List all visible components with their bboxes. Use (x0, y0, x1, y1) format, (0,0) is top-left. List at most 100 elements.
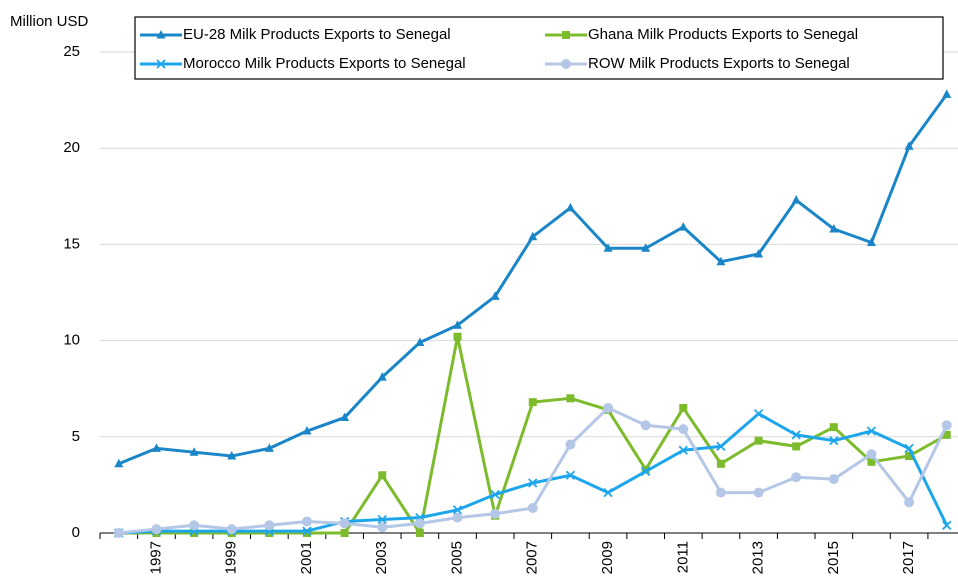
marker (301, 516, 312, 527)
marker (829, 224, 839, 233)
marker (340, 412, 350, 422)
marker (904, 497, 915, 508)
marker (942, 89, 952, 98)
marker (226, 524, 237, 535)
marker (562, 31, 570, 39)
marker (490, 508, 501, 519)
marker (679, 403, 688, 412)
marker (264, 443, 274, 452)
marker (904, 443, 914, 453)
series-line (118, 406, 949, 535)
marker (792, 442, 801, 451)
marker (828, 474, 839, 485)
marker (904, 141, 914, 150)
y-tick-label: 5 (72, 428, 80, 445)
x-tick-label: 2003 (373, 541, 390, 574)
marker (302, 526, 312, 536)
marker (566, 394, 575, 403)
marker (754, 249, 764, 258)
marker (641, 243, 651, 252)
legend-label: Ghana Milk Products Exports to Senegal (588, 26, 858, 43)
marker (754, 436, 763, 445)
marker (114, 458, 124, 468)
marker (603, 402, 614, 413)
marker (156, 59, 166, 69)
y-tick-label: 15 (63, 235, 80, 252)
marker (753, 409, 764, 419)
marker (302, 426, 312, 435)
marker (452, 505, 463, 515)
marker (905, 452, 914, 461)
marker (528, 478, 538, 488)
marker (264, 520, 275, 531)
marker (189, 447, 199, 456)
marker (302, 529, 311, 537)
marker (151, 524, 162, 535)
marker (151, 443, 161, 452)
marker (527, 502, 538, 513)
marker (678, 445, 688, 455)
marker (453, 320, 462, 329)
x-tick-label: 2001 (298, 541, 315, 574)
y-tick-label: 25 (63, 43, 80, 60)
marker (641, 465, 650, 474)
series-line (118, 93, 948, 466)
x-tick-label: 2017 (900, 541, 917, 574)
x-tick-label: 2007 (524, 541, 541, 574)
marker (866, 426, 877, 436)
marker (415, 529, 424, 537)
marker (866, 237, 876, 246)
marker (716, 441, 726, 452)
marker (452, 512, 463, 523)
x-tick-label: 2011 (674, 541, 691, 573)
x-tick-label: 1997 (147, 541, 164, 574)
marker (377, 372, 387, 381)
marker (866, 449, 877, 460)
legend: EU-28 Milk Products Exports to Senegal Gh… (134, 16, 944, 80)
marker (113, 528, 124, 538)
marker (561, 59, 571, 69)
marker (603, 243, 613, 252)
marker (791, 430, 801, 440)
y-tick-label: 20 (63, 139, 80, 156)
x-tick-label: 2015 (825, 541, 842, 574)
marker (942, 430, 951, 439)
marker (414, 518, 425, 529)
marker (377, 514, 387, 525)
y-tick-label: 0 (72, 524, 80, 541)
marker (189, 520, 200, 531)
x-tick-label: 2005 (448, 541, 465, 574)
x-tick-label: 2013 (750, 541, 767, 574)
marker (716, 459, 725, 468)
marker (453, 332, 462, 341)
marker (829, 423, 838, 432)
legend-label: ROW Milk Products Exports to Senegal (588, 55, 850, 72)
marker (265, 529, 274, 537)
marker (190, 529, 199, 537)
marker (565, 202, 575, 212)
marker (942, 520, 952, 530)
marker (227, 451, 237, 460)
x-tick-label: 2009 (599, 541, 616, 574)
marker (490, 489, 500, 500)
legend-label: EU-28 Milk Products Exports to Senegal (183, 26, 451, 43)
marker (378, 471, 387, 480)
marker (715, 487, 726, 498)
marker (415, 337, 425, 347)
marker (678, 424, 689, 435)
marker (716, 256, 726, 266)
marker (565, 470, 576, 480)
marker (377, 522, 388, 533)
marker (867, 457, 876, 466)
marker (603, 487, 613, 498)
marker (565, 439, 576, 450)
marker (753, 487, 764, 498)
marker (829, 436, 839, 446)
x-tick-label: 1999 (223, 541, 240, 574)
legend-label: Morocco Milk Products Exports to Senegal (183, 55, 466, 72)
marker (941, 420, 952, 431)
y-tick-label: 10 (63, 332, 80, 349)
marker (640, 420, 651, 431)
marker (791, 472, 802, 483)
